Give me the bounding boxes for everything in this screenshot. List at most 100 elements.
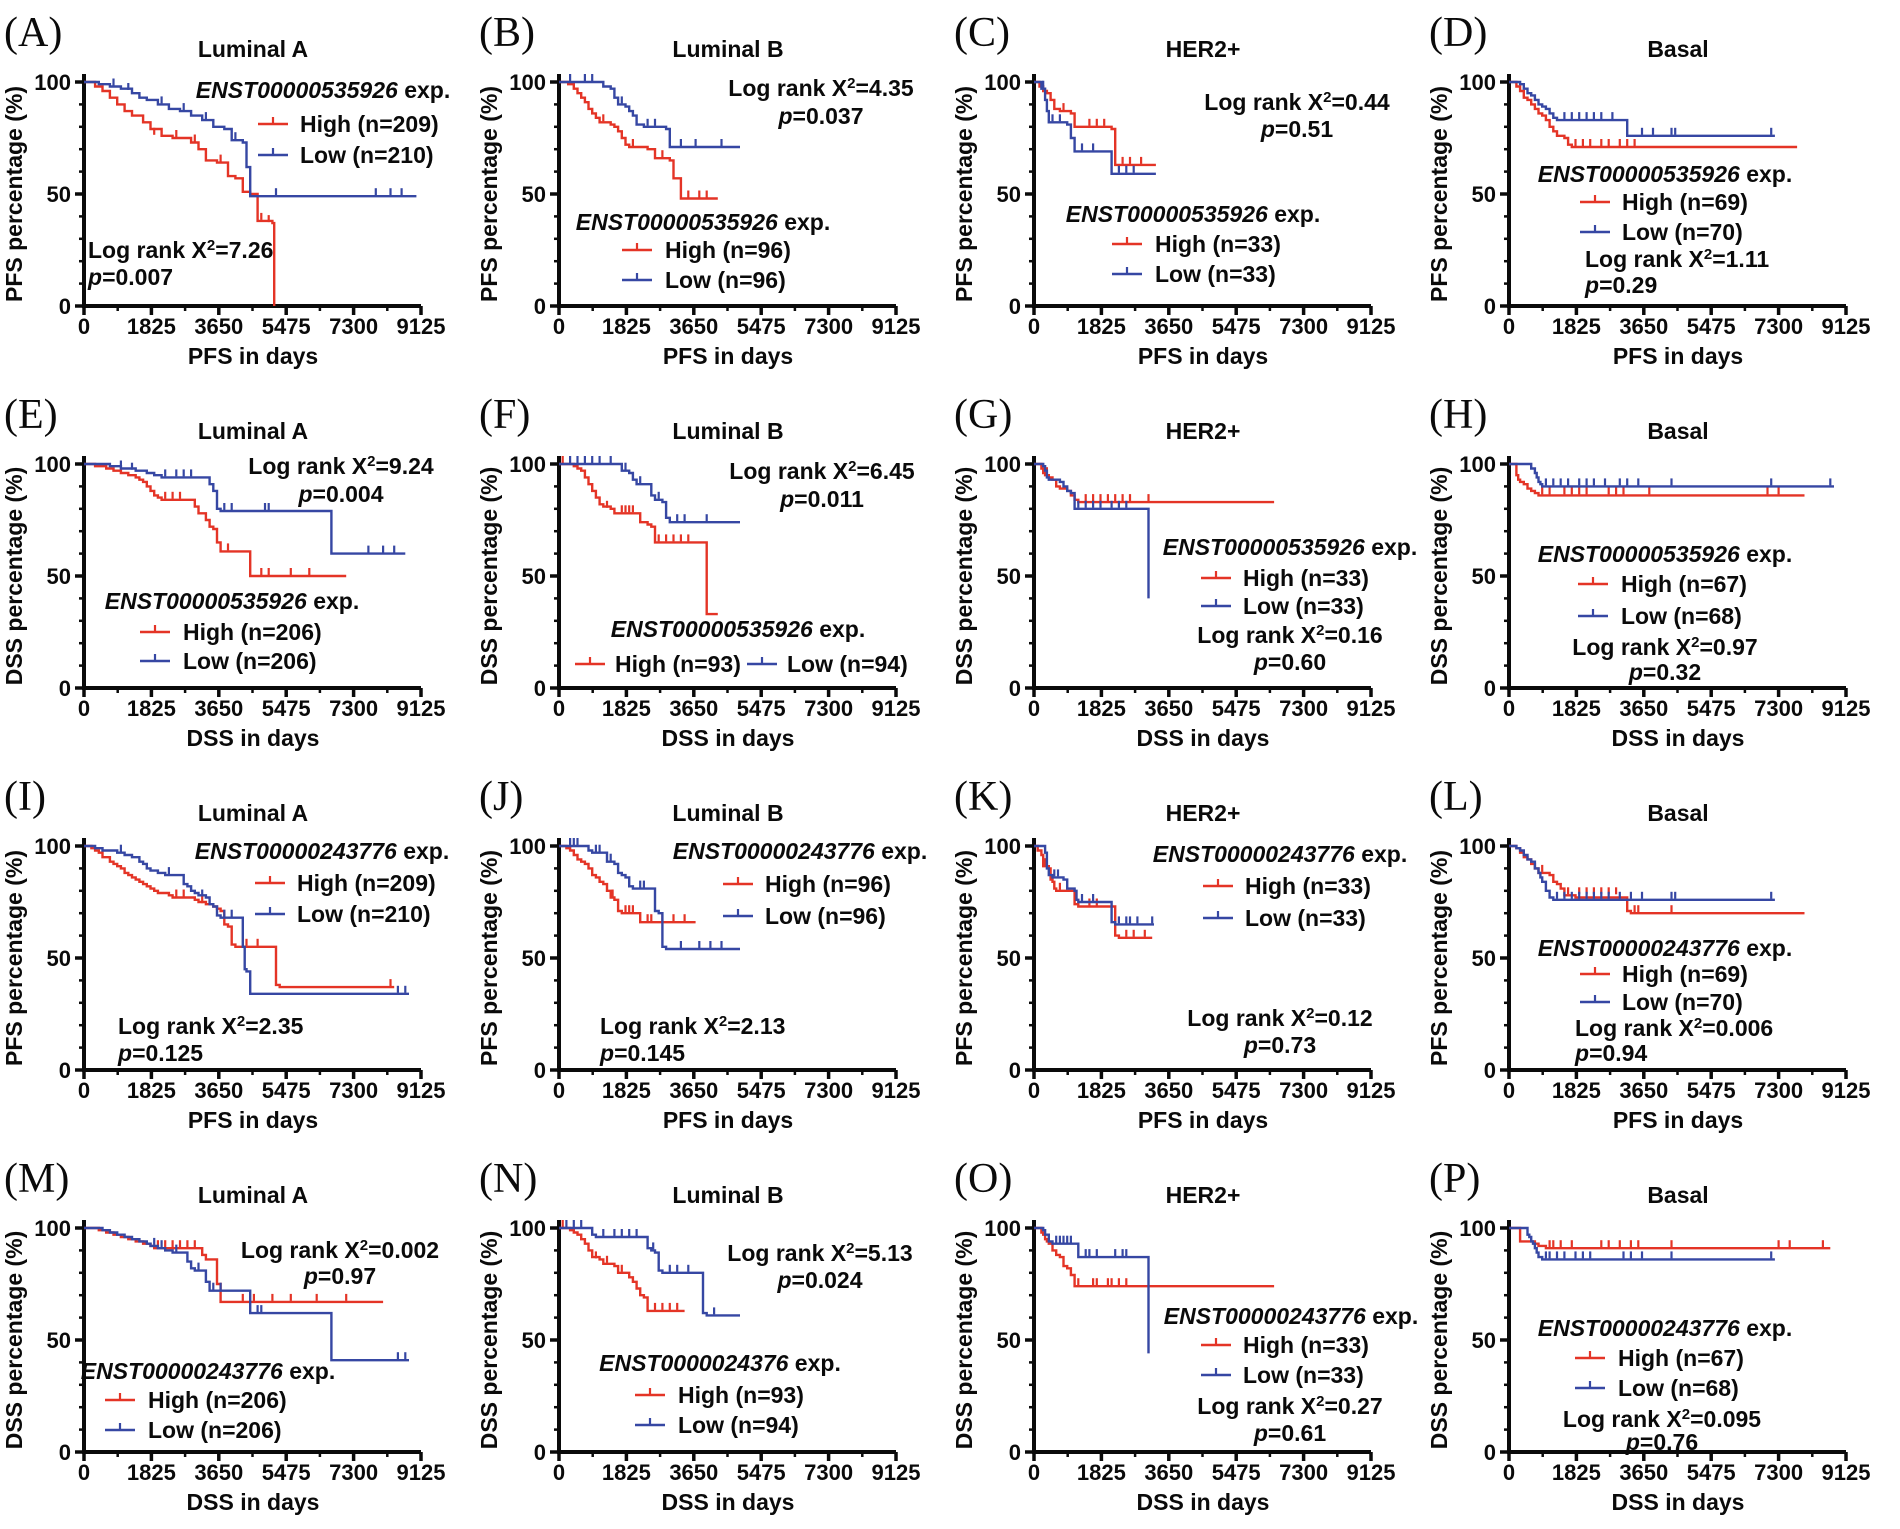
- x-tick-label: 5475: [1687, 696, 1736, 721]
- x-axis-label: PFS in days: [1613, 1107, 1743, 1133]
- logrank-chi2-text: Log rank X2=2.35: [118, 1013, 304, 1039]
- km-plot-I: (I) Luminal A 0 1825 3650 5475 7300 9125 0 50 100 P…: [1, 774, 449, 1133]
- x-tick-label: 3650: [194, 314, 243, 339]
- legend-label-low: Low (n=68): [1621, 603, 1742, 629]
- km-panel-C: (C) HER2+ 0 1825 3650 5475 7300 9125 0 50 100 PFS i…: [950, 0, 1425, 382]
- x-axis-label: DSS in days: [662, 725, 795, 751]
- y-tick-label: 50: [1472, 564, 1496, 589]
- logrank-chi2-text: Log rank X2=0.44: [1204, 89, 1390, 115]
- panel-title: Luminal A: [198, 418, 308, 444]
- x-tick-label: 3650: [1144, 1460, 1193, 1485]
- x-tick-label: 5475: [737, 696, 786, 721]
- x-tick-label: 9125: [1347, 314, 1396, 339]
- logrank-chi2-text: Log rank X2=7.26: [88, 237, 273, 263]
- x-tick-label: 7300: [1754, 314, 1803, 339]
- panel-title: HER2+: [1166, 1182, 1241, 1208]
- y-tick-label: 100: [984, 452, 1021, 477]
- km-curve-low: [1034, 80, 1156, 175]
- y-tick-label: 0: [1009, 676, 1021, 701]
- gene-expression-label: ENST00000535926 exp.: [576, 209, 830, 235]
- gene-expression-label: ENST00000535926 exp.: [196, 77, 450, 103]
- km-plot-K: (K) HER2+ 0 1825 3650 5475 7300 9125 0 50 100 PFS i…: [951, 774, 1407, 1133]
- km-curve-low: [1509, 80, 1775, 137]
- y-axis-label: DSS percentage (%): [1426, 467, 1452, 686]
- km-curve-high: [84, 462, 347, 578]
- km-curve-low: [559, 80, 740, 149]
- x-tick-label: 5475: [262, 1460, 311, 1485]
- x-axis-label: PFS in days: [1138, 343, 1268, 369]
- legend-label-low: Low (n=33): [1243, 593, 1364, 619]
- x-tick-label: 7300: [329, 314, 378, 339]
- x-tick-label: 3650: [1144, 1078, 1193, 1103]
- y-tick-label: 100: [34, 452, 71, 477]
- x-tick-label: 0: [1503, 1460, 1515, 1485]
- y-tick-label: 50: [997, 564, 1021, 589]
- series-low: [1509, 1226, 1775, 1261]
- series-high: [84, 462, 347, 578]
- gene-expression-label: ENST00000243776 exp.: [1164, 1303, 1418, 1329]
- y-axis-label: DSS percentage (%): [476, 467, 502, 686]
- logrank-chi2-text: Log rank X2=4.35: [728, 75, 914, 101]
- y-tick-label: 100: [509, 1216, 546, 1241]
- y-tick-label: 100: [1459, 452, 1496, 477]
- km-panel-M: (M) Luminal A 0 1825 3650 5475 7300 9125 0 50 100 D…: [0, 1146, 475, 1528]
- logrank-chi2-text: Log rank X2=0.16: [1197, 622, 1382, 648]
- km-plot-H: (H) Basal 0 1825 3650 5475 7300 9125 0 50 100 DSS i…: [1426, 392, 1870, 751]
- panel-title: Luminal B: [672, 1182, 783, 1208]
- km-panel-J: (J) Luminal B 0 1825 3650 5475 7300 9125 0 50 100 P…: [475, 764, 950, 1146]
- legend-label-low: Low (n=94): [678, 1412, 799, 1438]
- x-tick-label: 7300: [1279, 1460, 1328, 1485]
- x-axis-label: PFS in days: [188, 343, 318, 369]
- legend: High (n=33)Low (n=33): [1201, 565, 1369, 619]
- x-tick-label: 0: [1503, 1078, 1515, 1103]
- legend: High (n=93) Low (n=94): [575, 651, 908, 677]
- panel-letter: (D): [1429, 10, 1487, 56]
- legend-label-high: High (n=209): [297, 870, 436, 896]
- x-tick-label: 3650: [1619, 1460, 1668, 1485]
- legend-label-high: High (n=209): [300, 111, 439, 137]
- legend-label-low: Low (n=210): [297, 901, 431, 927]
- legend: High (n=67) Low (n=68): [1578, 571, 1747, 629]
- panel-title: HER2+: [1166, 36, 1241, 62]
- legend: High (n=33)Low (n=33): [1201, 1332, 1369, 1388]
- x-tick-label: 1825: [127, 1460, 176, 1485]
- km-curve-high: [1509, 80, 1798, 149]
- y-tick-label: 100: [34, 1216, 71, 1241]
- x-tick-label: 5475: [1212, 696, 1261, 721]
- x-tick-label: 1825: [602, 314, 651, 339]
- x-tick-label: 0: [78, 314, 90, 339]
- y-axis-label: PFS percentage (%): [1, 850, 27, 1066]
- x-tick-label: 0: [553, 1460, 565, 1485]
- km-panel-A: (A) Luminal A 0 1825 3650 5475 7300 9125 0 50 100 P…: [0, 0, 475, 382]
- x-tick-label: 5475: [1212, 1460, 1261, 1485]
- x-tick-label: 7300: [1279, 1078, 1328, 1103]
- legend-label-low: Low (n=33): [1155, 261, 1276, 287]
- x-tick-label: 3650: [1619, 1078, 1668, 1103]
- y-tick-label: 100: [1459, 834, 1496, 859]
- x-tick-label: 1825: [127, 314, 176, 339]
- km-panel-N: (N) Luminal B 0 1825 3650 5475 7300 9125 0 50 100 D…: [475, 1146, 950, 1528]
- gene-expression-label: ENST00000535926 exp.: [1163, 534, 1417, 560]
- series-low: [1034, 844, 1154, 926]
- km-curve-low: [1509, 1226, 1775, 1261]
- panel-letter: (N): [479, 1156, 537, 1202]
- gene-expression-label: ENST00000243776 exp.: [81, 1358, 335, 1384]
- logrank-chi2-text: Log rank X2=6.45: [729, 458, 915, 484]
- x-tick-label: 7300: [329, 696, 378, 721]
- x-tick-label: 0: [553, 314, 565, 339]
- y-tick-label: 100: [1459, 70, 1496, 95]
- km-panel-H: (H) Basal 0 1825 3650 5475 7300 9125 0 50 100 DSS i…: [1425, 382, 1900, 764]
- series-low: [1034, 1226, 1150, 1354]
- legend: High (n=209) Low (n=210): [255, 870, 436, 927]
- x-tick-label: 3650: [669, 696, 718, 721]
- legend-label-high: High (n=69): [1622, 961, 1748, 987]
- p-value-text: p=0.125: [117, 1040, 203, 1066]
- x-tick-label: 9125: [872, 314, 921, 339]
- km-panel-E: (E) Luminal A 0 1825 3650 5475 7300 9125 0 50 100 D…: [0, 382, 475, 764]
- y-tick-label: 100: [509, 452, 546, 477]
- km-curve-low: [559, 462, 740, 524]
- x-tick-label: 0: [78, 1460, 90, 1485]
- x-axis-label: PFS in days: [663, 1107, 793, 1133]
- km-curve-low: [84, 80, 417, 198]
